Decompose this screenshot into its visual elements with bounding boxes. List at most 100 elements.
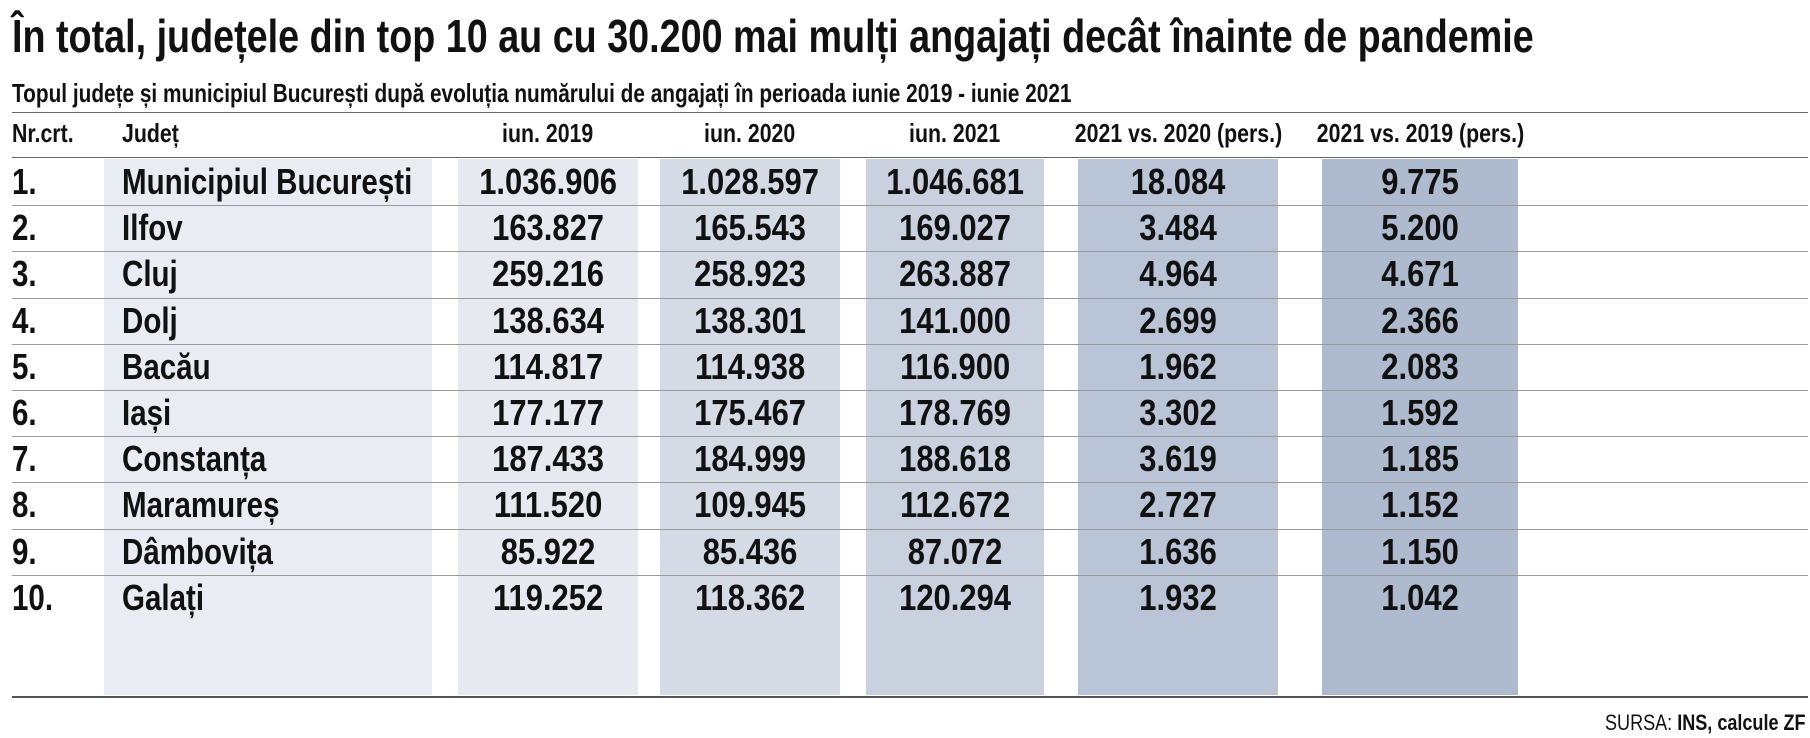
cell-text: 169.027 bbox=[899, 207, 1011, 249]
page-title: În total, județele din top 10 au cu 30.2… bbox=[12, 10, 1534, 62]
cell-text: 112.672 bbox=[899, 484, 1011, 526]
cell-text: 4. bbox=[12, 299, 37, 341]
cell-text: Municipiul București bbox=[122, 161, 413, 203]
row-number: 1. bbox=[12, 159, 102, 205]
cell-text: 85.922 bbox=[500, 530, 596, 572]
value-cell: 138.301 bbox=[660, 298, 840, 344]
column-shade-6 bbox=[1322, 159, 1518, 695]
value-cell: 184.999 bbox=[660, 436, 840, 482]
value-cell: 1.028.597 bbox=[660, 159, 840, 205]
page-subtitle: Topul județe și municipiul București dup… bbox=[12, 78, 1072, 108]
cell-text: 1.036.906 bbox=[479, 161, 617, 203]
county-name: Maramureș bbox=[122, 482, 432, 528]
value-cell: 1.962 bbox=[1078, 344, 1278, 390]
value-cell: 114.938 bbox=[660, 344, 840, 390]
county-name: Dâmbovița bbox=[122, 529, 432, 575]
value-cell: 165.543 bbox=[660, 205, 840, 251]
cell-text: 1.152 bbox=[1381, 484, 1459, 526]
cell-text: 1.636 bbox=[1139, 530, 1217, 572]
column-shade-4 bbox=[866, 159, 1044, 695]
cell-text: 187.433 bbox=[492, 438, 604, 480]
column-shade-3 bbox=[660, 159, 840, 695]
cell-text: Bacău bbox=[122, 345, 211, 387]
cell-text: Iași bbox=[122, 392, 172, 434]
county-name: Municipiul București bbox=[122, 159, 432, 205]
bottom-rule bbox=[12, 696, 1808, 698]
county-name: Constanța bbox=[122, 436, 432, 482]
county-name: Iași bbox=[122, 390, 432, 436]
cell-text: 1. bbox=[12, 161, 37, 203]
value-cell: 4.671 bbox=[1322, 251, 1518, 297]
cell-text: Galați bbox=[122, 576, 205, 618]
value-cell: 263.887 bbox=[866, 251, 1044, 297]
value-cell: 2.699 bbox=[1078, 298, 1278, 344]
cell-text: 138.301 bbox=[694, 299, 806, 341]
row-number: 7. bbox=[12, 436, 102, 482]
cell-text: 3. bbox=[12, 253, 37, 295]
cell-text: 1.185 bbox=[1381, 438, 1459, 480]
row-number: 6. bbox=[12, 390, 102, 436]
value-cell: 109.945 bbox=[660, 482, 840, 528]
top-rule bbox=[12, 112, 1808, 113]
column-shade-1 bbox=[104, 159, 432, 695]
value-cell: 1.042 bbox=[1322, 575, 1518, 621]
row-number: 3. bbox=[12, 251, 102, 297]
cell-text: 87.072 bbox=[907, 530, 1003, 572]
value-cell: 258.923 bbox=[660, 251, 840, 297]
row-divider bbox=[12, 436, 1808, 437]
value-cell: 18.084 bbox=[1078, 159, 1278, 205]
cell-text: Dâmbovița bbox=[122, 530, 273, 572]
header-cell-0: Nr.crt. bbox=[12, 110, 102, 156]
row-number: 9. bbox=[12, 529, 102, 575]
value-cell: 177.177 bbox=[458, 390, 638, 436]
cell-text: 165.543 bbox=[694, 207, 806, 249]
header-cell-2: iun. 2019 bbox=[458, 110, 638, 156]
cell-text: 1.042 bbox=[1381, 576, 1459, 618]
header-cell-4: iun. 2021 bbox=[866, 110, 1044, 156]
value-cell: 1.185 bbox=[1322, 436, 1518, 482]
cell-text: 163.827 bbox=[492, 207, 604, 249]
value-cell: 3.302 bbox=[1078, 390, 1278, 436]
cell-text: 1.932 bbox=[1139, 576, 1217, 618]
value-cell: 1.152 bbox=[1322, 482, 1518, 528]
cell-text: 141.000 bbox=[899, 299, 1011, 341]
value-cell: 3.484 bbox=[1078, 205, 1278, 251]
value-cell: 85.922 bbox=[458, 529, 638, 575]
cell-text: 6. bbox=[12, 392, 37, 434]
header-cell-1: Județ bbox=[122, 110, 432, 156]
value-cell: 169.027 bbox=[866, 205, 1044, 251]
cell-text: 8. bbox=[12, 484, 37, 526]
value-cell: 1.592 bbox=[1322, 390, 1518, 436]
cell-text: 10. bbox=[12, 576, 54, 618]
cell-text: 116.900 bbox=[899, 345, 1011, 387]
row-divider bbox=[12, 575, 1808, 576]
cell-text: 1.962 bbox=[1139, 345, 1217, 387]
value-cell: 178.769 bbox=[866, 390, 1044, 436]
row-divider bbox=[12, 298, 1808, 299]
value-cell: 1.046.681 bbox=[866, 159, 1044, 205]
cell-text: 2.727 bbox=[1139, 484, 1217, 526]
cell-text: Dolj bbox=[122, 299, 178, 341]
cell-text: 119.252 bbox=[492, 576, 604, 618]
county-name: Galați bbox=[122, 575, 432, 621]
cell-text: 188.618 bbox=[899, 438, 1011, 480]
cell-text: 85.436 bbox=[702, 530, 798, 572]
cell-text: Maramureș bbox=[122, 484, 280, 526]
value-cell: 5.200 bbox=[1322, 205, 1518, 251]
value-cell: 118.362 bbox=[660, 575, 840, 621]
header-text: iun. 2021 bbox=[909, 117, 1001, 148]
value-cell: 87.072 bbox=[866, 529, 1044, 575]
county-name: Ilfov bbox=[122, 205, 432, 251]
cell-text: 9.775 bbox=[1381, 161, 1459, 203]
value-cell: 1.932 bbox=[1078, 575, 1278, 621]
cell-text: 114.938 bbox=[694, 345, 806, 387]
cell-text: 1.028.597 bbox=[681, 161, 819, 203]
value-cell: 114.817 bbox=[458, 344, 638, 390]
cell-text: 3.619 bbox=[1139, 438, 1217, 480]
value-cell: 187.433 bbox=[458, 436, 638, 482]
cell-text: 177.177 bbox=[492, 392, 604, 434]
row-divider bbox=[12, 251, 1808, 252]
column-shade-5 bbox=[1078, 159, 1278, 695]
value-cell: 9.775 bbox=[1322, 159, 1518, 205]
cell-text: 1.150 bbox=[1381, 530, 1459, 572]
